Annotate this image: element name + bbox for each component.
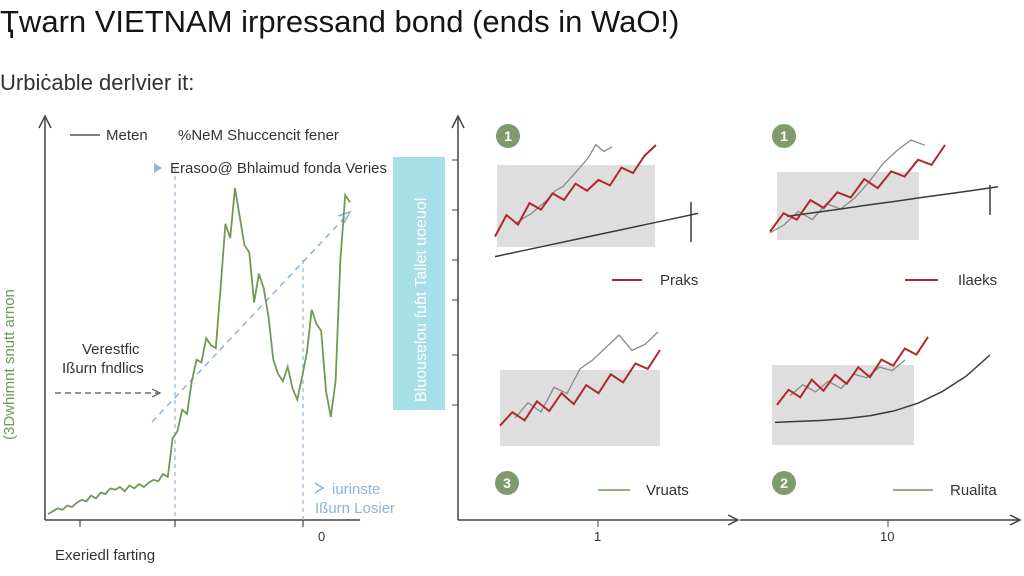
left-x-tick-label: 0 [318,529,325,544]
series-line [494,212,699,258]
annotation-bottom-arrow-icon [314,482,325,494]
panel-badge [772,471,796,495]
page-title: Ҭwarn VIETNAM irpressand bond (ends in W… [0,4,680,39]
panel-badge-label: 3 [503,475,511,491]
series-line [499,349,661,427]
left-y-axis-label: (3Dwhimnt snutt arnon [1,289,18,440]
panel-badge [495,471,519,495]
series-line [786,186,999,218]
panel-bottom-left: 3 Vruats [495,331,703,505]
series-line [776,336,929,406]
vertical-band: Bluousɐlou fuɓt Tallet uoeuol [393,157,445,410]
panel-shade [497,165,655,247]
panel-top-left: 1 Praks [494,124,699,295]
annotation-bottom-1: iurinste [332,481,380,498]
page-subtitle: Urbiċable derlvier it: [0,70,195,95]
series-line [769,144,946,233]
trend-dash-line [151,211,351,423]
legend-box [885,473,1010,505]
right-x-axis-2-arrow-icon [1009,514,1022,526]
series-line [47,187,351,515]
panel-shade [772,365,914,445]
right-x-axis-arrow-icon [727,514,740,526]
panel-badge-label: 2 [780,475,788,491]
panel-badge-label: 1 [780,128,788,144]
annotation-left-1: Verestfic [82,341,140,358]
series-line [769,139,926,234]
panel-badge-label: 1 [504,128,512,144]
left-y-axis-arrow-icon [38,114,52,129]
annotation-bottom-2: Ißurn Losier [315,500,395,517]
series-line [494,144,657,237]
panel-badge [772,124,796,148]
x-tick-label: 10 [880,529,894,544]
panel-top-right: 1 Ilaeks [769,124,1006,295]
legend-label: Meten [106,127,148,144]
annotation-arrow-icon [154,163,162,173]
legend-label: Praks [660,272,698,289]
annotation-left-arrow-icon [151,388,162,398]
left-chart: 0 Exeriedl farting (3Dwhimnt snutt arnon… [1,114,395,564]
trend-arrow-icon [337,210,352,224]
series-line [774,354,991,424]
left-x-axis-label: Exeriedl farting [55,547,155,564]
legend-label: Ilaeks [958,272,997,289]
panel-badge [496,124,520,148]
legend-note: %NeM Shuccencit fener [178,127,339,144]
annotation-left-2: Ißurn fndlics [62,360,144,377]
series-line [514,331,659,419]
panel-shade [777,172,919,240]
band-rect [393,157,445,410]
legend-label: Rualita [950,482,997,499]
annotation-top: Erasoo@ Bhlaimud fonda Veries [170,160,387,177]
band-label: Bluousɐlou fuɓt Tallet uoeuol [413,198,430,402]
legend-label: Vruats [646,482,689,499]
right-y-axis-arrow-icon [451,114,465,129]
x-tick-label: 1 [594,529,601,544]
legend-box [588,473,703,505]
right-axes: 1 10 [451,114,1022,544]
panel-bottom-right: 2 Rualita [772,336,1010,505]
series-line [514,143,613,225]
panel-shade [500,370,660,446]
